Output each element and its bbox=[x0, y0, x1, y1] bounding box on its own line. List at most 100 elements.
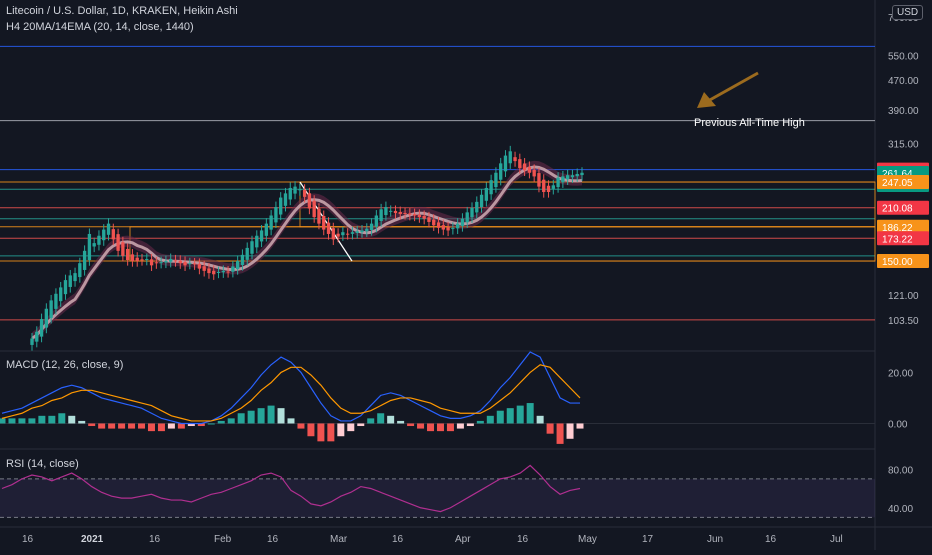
price-axis-tick-label: 390.00 bbox=[888, 106, 919, 117]
rsi-axis-tick-label: 80.00 bbox=[888, 465, 913, 476]
candle-body bbox=[489, 180, 493, 195]
price-axis-tick-label: 103.50 bbox=[888, 316, 919, 327]
candle-body bbox=[154, 262, 159, 264]
candle-body bbox=[145, 258, 149, 260]
macd-histogram-bar bbox=[576, 423, 584, 429]
candle-body bbox=[82, 250, 87, 270]
macd-histogram-bar bbox=[237, 413, 245, 424]
candle-body bbox=[479, 194, 484, 208]
macd-histogram-bar bbox=[327, 423, 335, 442]
price-tag bbox=[877, 200, 929, 215]
candle-body bbox=[460, 218, 465, 226]
candle-body bbox=[475, 201, 479, 213]
candle-body bbox=[446, 227, 450, 231]
candle-body bbox=[59, 287, 63, 302]
candle-body bbox=[365, 228, 369, 232]
candle-body bbox=[245, 247, 249, 260]
macd-histogram-bar bbox=[357, 423, 365, 427]
candle-body bbox=[197, 263, 202, 269]
macd-histogram-bar bbox=[18, 418, 26, 424]
candle-body bbox=[307, 193, 312, 209]
candle-body bbox=[30, 338, 34, 345]
candle-body bbox=[312, 200, 316, 218]
candle-body bbox=[484, 187, 489, 201]
price-tag bbox=[877, 219, 929, 234]
macd-histogram-bar bbox=[157, 423, 165, 432]
time-axis-tick-label: May bbox=[578, 534, 597, 545]
candle-body bbox=[226, 271, 230, 273]
candle-body bbox=[422, 215, 426, 219]
macd-axis-tick-label: 0.00 bbox=[888, 419, 908, 430]
macd-histogram-bar bbox=[536, 415, 544, 424]
candle-body bbox=[575, 173, 579, 177]
candle-body bbox=[355, 231, 359, 234]
macd-histogram-bar bbox=[317, 423, 325, 442]
macd-histogram-bar bbox=[247, 410, 255, 424]
macd-histogram-bar bbox=[8, 418, 16, 424]
candle-body bbox=[322, 215, 326, 230]
symbol-title: Litecoin / U.S. Dollar, 1D, KRAKEN, Heik… bbox=[6, 5, 238, 17]
macd-histogram-bar bbox=[78, 420, 86, 424]
macd-histogram-bar bbox=[38, 415, 46, 424]
candle-body bbox=[255, 235, 259, 248]
macd-histogram-bar bbox=[506, 408, 514, 424]
macd-histogram-bar bbox=[546, 423, 554, 434]
macd-histogram-bar bbox=[377, 413, 385, 424]
candle-body bbox=[102, 229, 106, 241]
candle-body bbox=[279, 197, 283, 215]
price-tag bbox=[877, 175, 929, 190]
candle-body bbox=[412, 214, 417, 216]
candle-body bbox=[465, 212, 469, 223]
macd-histogram-bar bbox=[277, 408, 285, 424]
macd-histogram-bar bbox=[58, 413, 66, 424]
candle-body bbox=[178, 260, 182, 264]
macd-histogram-bar bbox=[446, 423, 454, 432]
candle-body bbox=[350, 232, 355, 234]
time-axis-tick-label: Jun bbox=[707, 534, 723, 545]
candle-body bbox=[111, 229, 115, 240]
price-axis-tick-label: 470.00 bbox=[888, 76, 919, 87]
macd-histogram-bar bbox=[476, 420, 484, 424]
candle-body bbox=[121, 242, 125, 256]
macd-histogram-bar bbox=[217, 420, 225, 424]
macd-histogram-bar bbox=[207, 423, 215, 425]
candle-body bbox=[293, 186, 297, 194]
candle-body bbox=[188, 263, 192, 265]
candle-body bbox=[39, 319, 44, 337]
candle-body bbox=[140, 259, 144, 261]
candle-body bbox=[570, 175, 575, 178]
candle-body bbox=[565, 175, 570, 180]
macd-histogram-bar bbox=[287, 418, 295, 424]
candle-body bbox=[503, 155, 508, 172]
candle-body bbox=[212, 270, 216, 275]
candle-body bbox=[269, 215, 273, 230]
candle-body bbox=[302, 189, 307, 197]
time-axis-tick-label: 16 bbox=[392, 534, 404, 545]
candle-body bbox=[436, 222, 441, 228]
price-axis-tick-label: 121.00 bbox=[888, 291, 919, 302]
macd-histogram-bar bbox=[98, 423, 106, 429]
candle-body bbox=[288, 187, 292, 200]
ema-band bbox=[32, 160, 582, 344]
time-axis-tick-label: Mar bbox=[330, 534, 348, 545]
candle-body bbox=[427, 217, 431, 222]
candle-body bbox=[78, 263, 82, 278]
rsi-title: RSI (14, close) bbox=[6, 458, 79, 470]
macd-histogram-bar bbox=[397, 420, 405, 424]
candle-body bbox=[336, 233, 340, 237]
candle-body bbox=[240, 254, 245, 266]
candle-body bbox=[317, 208, 321, 224]
macd-histogram-bar bbox=[556, 423, 564, 444]
candle-body bbox=[389, 210, 393, 212]
indicator-title: H4 20MA/14EMA (20, 14, close, 1440) bbox=[6, 21, 194, 33]
macd-histogram-bar bbox=[118, 423, 126, 429]
currency-button[interactable]: USD bbox=[892, 5, 924, 20]
candle-body bbox=[283, 193, 288, 206]
macd-histogram-bar bbox=[227, 418, 235, 424]
macd-histogram-bar bbox=[257, 408, 265, 424]
candle-body bbox=[130, 254, 135, 262]
time-axis-tick-label: 16 bbox=[517, 534, 529, 545]
candle-body bbox=[556, 177, 560, 188]
candle-body bbox=[546, 185, 551, 193]
